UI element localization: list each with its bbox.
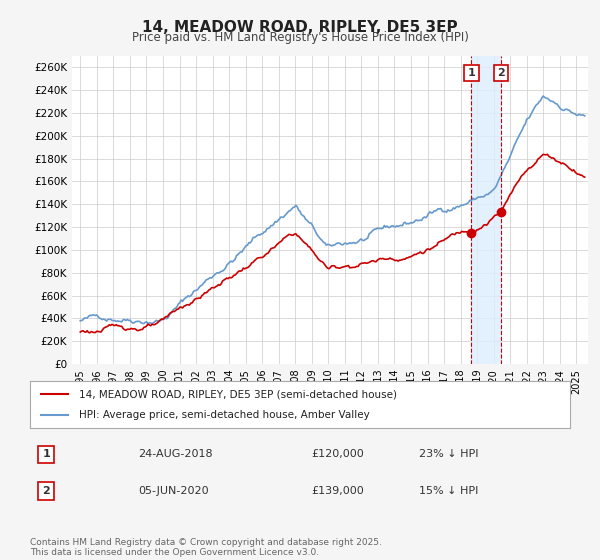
Text: 23% ↓ HPI: 23% ↓ HPI bbox=[419, 450, 478, 459]
Text: £120,000: £120,000 bbox=[311, 450, 364, 459]
Text: 2: 2 bbox=[43, 486, 50, 496]
Text: 1: 1 bbox=[43, 450, 50, 459]
Text: 1: 1 bbox=[467, 68, 475, 78]
Text: 2: 2 bbox=[497, 68, 505, 78]
Bar bbox=[472, 56, 501, 364]
Text: 05-JUN-2020: 05-JUN-2020 bbox=[138, 486, 209, 496]
Text: 14, MEADOW ROAD, RIPLEY, DE5 3EP: 14, MEADOW ROAD, RIPLEY, DE5 3EP bbox=[142, 20, 458, 35]
Text: Price paid vs. HM Land Registry's House Price Index (HPI): Price paid vs. HM Land Registry's House … bbox=[131, 31, 469, 44]
Text: 14, MEADOW ROAD, RIPLEY, DE5 3EP (semi-detached house): 14, MEADOW ROAD, RIPLEY, DE5 3EP (semi-d… bbox=[79, 389, 397, 399]
Text: Contains HM Land Registry data © Crown copyright and database right 2025.
This d: Contains HM Land Registry data © Crown c… bbox=[30, 538, 382, 557]
Text: £139,000: £139,000 bbox=[311, 486, 364, 496]
Text: 24-AUG-2018: 24-AUG-2018 bbox=[138, 450, 212, 459]
Text: HPI: Average price, semi-detached house, Amber Valley: HPI: Average price, semi-detached house,… bbox=[79, 410, 370, 420]
Text: 15% ↓ HPI: 15% ↓ HPI bbox=[419, 486, 478, 496]
